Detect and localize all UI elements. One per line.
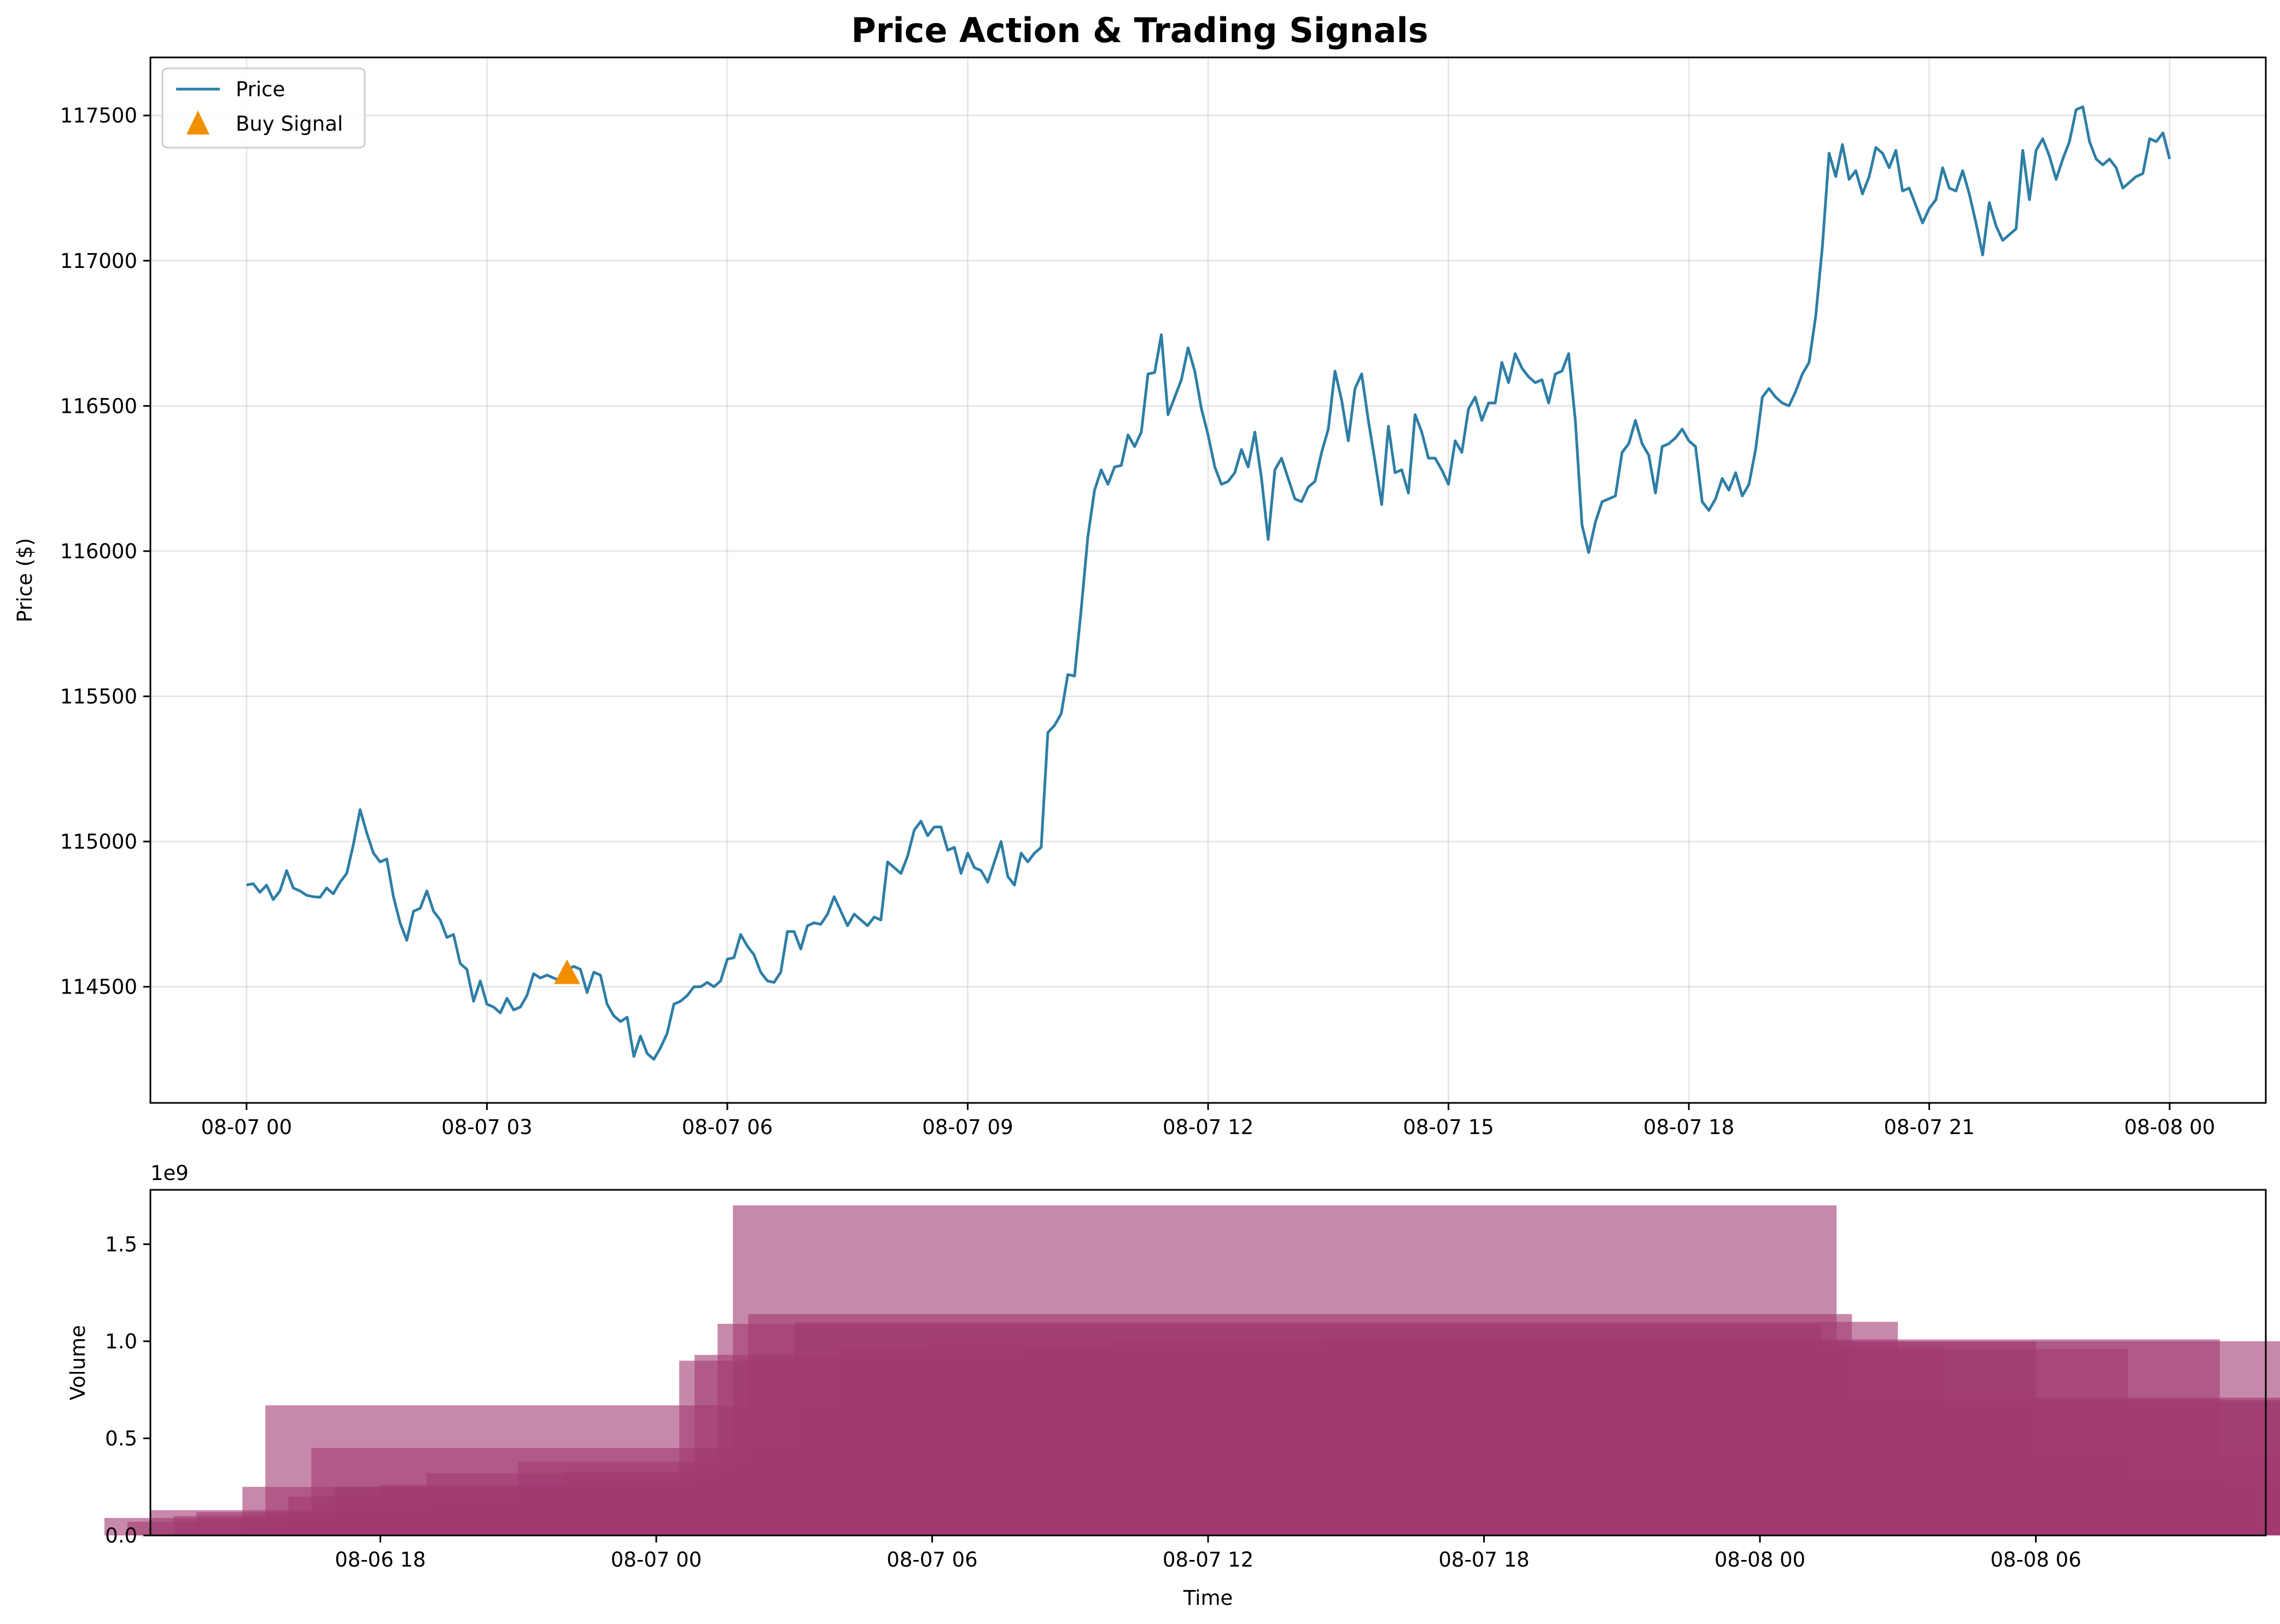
volume-bar bbox=[1645, 1518, 2280, 1535]
price-x-tick-label: 08-07 15 bbox=[1403, 1115, 1494, 1139]
volume-y-tick-label: 0.0 bbox=[105, 1524, 137, 1547]
price-legend: Price Buy Signal bbox=[161, 67, 366, 149]
price-x-tick-label: 08-07 06 bbox=[682, 1115, 773, 1139]
volume-y-tick-label: 0.5 bbox=[105, 1427, 137, 1450]
price-x-tick-label: 08-08 00 bbox=[2124, 1115, 2215, 1139]
price-y-tick-label: 117500 bbox=[60, 104, 137, 127]
price-x-axis: 08-07 00 08-07 03 08-07 06 08-07 09 08-07 12… bbox=[201, 1103, 2215, 1139]
volume-x-tick-label: 08-06 18 bbox=[335, 1548, 425, 1572]
volume-bar-layer bbox=[104, 1205, 2280, 1535]
price-x-tick-label: 08-07 09 bbox=[922, 1115, 1013, 1139]
price-y-tick-label: 115500 bbox=[60, 685, 137, 708]
volume-x-tick-label: 08-08 00 bbox=[1715, 1548, 1805, 1572]
volume-x-tick-label: 08-07 18 bbox=[1438, 1548, 1529, 1572]
buy-signal-marker bbox=[553, 959, 580, 984]
price-x-tick-label: 08-07 03 bbox=[441, 1115, 532, 1139]
legend-price-label: Price bbox=[236, 78, 285, 101]
volume-x-tick-label: 08-07 12 bbox=[1163, 1548, 1253, 1572]
volume-x-axis: 08-06 18 08-07 00 08-07 06 08-07 12 08-07 18… bbox=[335, 1535, 2081, 1572]
price-x-tick-label: 08-07 18 bbox=[1643, 1115, 1734, 1139]
price-y-tick-label: 116000 bbox=[60, 540, 137, 563]
buy-signal-layer bbox=[553, 959, 580, 984]
volume-x-axis-label: Time bbox=[1183, 1586, 1233, 1610]
price-x-tick-label: 08-07 21 bbox=[1884, 1115, 1974, 1139]
price-x-tick-label: 08-07 00 bbox=[201, 1115, 292, 1139]
price-y-tick-label: 116500 bbox=[60, 394, 137, 418]
volume-y-axis: 0.0 0.5 1.0 1.5 bbox=[105, 1232, 150, 1547]
price-y-tick-label: 115000 bbox=[60, 830, 137, 854]
price-y-axis: 114500 115000 115500 116000 116500 117000 1175… bbox=[60, 104, 150, 999]
volume-y-tick-label: 1.0 bbox=[105, 1330, 137, 1353]
volume-x-tick-label: 08-07 00 bbox=[611, 1548, 702, 1572]
price-y-tick-label: 114500 bbox=[60, 975, 137, 999]
volume-y-axis-label: Volume bbox=[66, 1325, 90, 1400]
legend-buy-label: Buy Signal bbox=[236, 112, 343, 136]
price-y-tick-label: 117000 bbox=[60, 249, 137, 273]
price-y-axis-label: Price ($) bbox=[13, 538, 37, 622]
volume-y-scale-label: 1e9 bbox=[150, 1161, 189, 1185]
chart-title: Price Action & Trading Signals bbox=[851, 10, 1428, 50]
volume-x-tick-label: 08-08 06 bbox=[1990, 1548, 2081, 1572]
volume-y-tick-label: 1.5 bbox=[105, 1232, 137, 1256]
price-x-tick-label: 08-07 12 bbox=[1163, 1115, 1253, 1139]
volume-x-tick-label: 08-07 06 bbox=[887, 1548, 977, 1572]
price-grid bbox=[150, 57, 2266, 1103]
legend-buy-swatch bbox=[186, 110, 209, 135]
